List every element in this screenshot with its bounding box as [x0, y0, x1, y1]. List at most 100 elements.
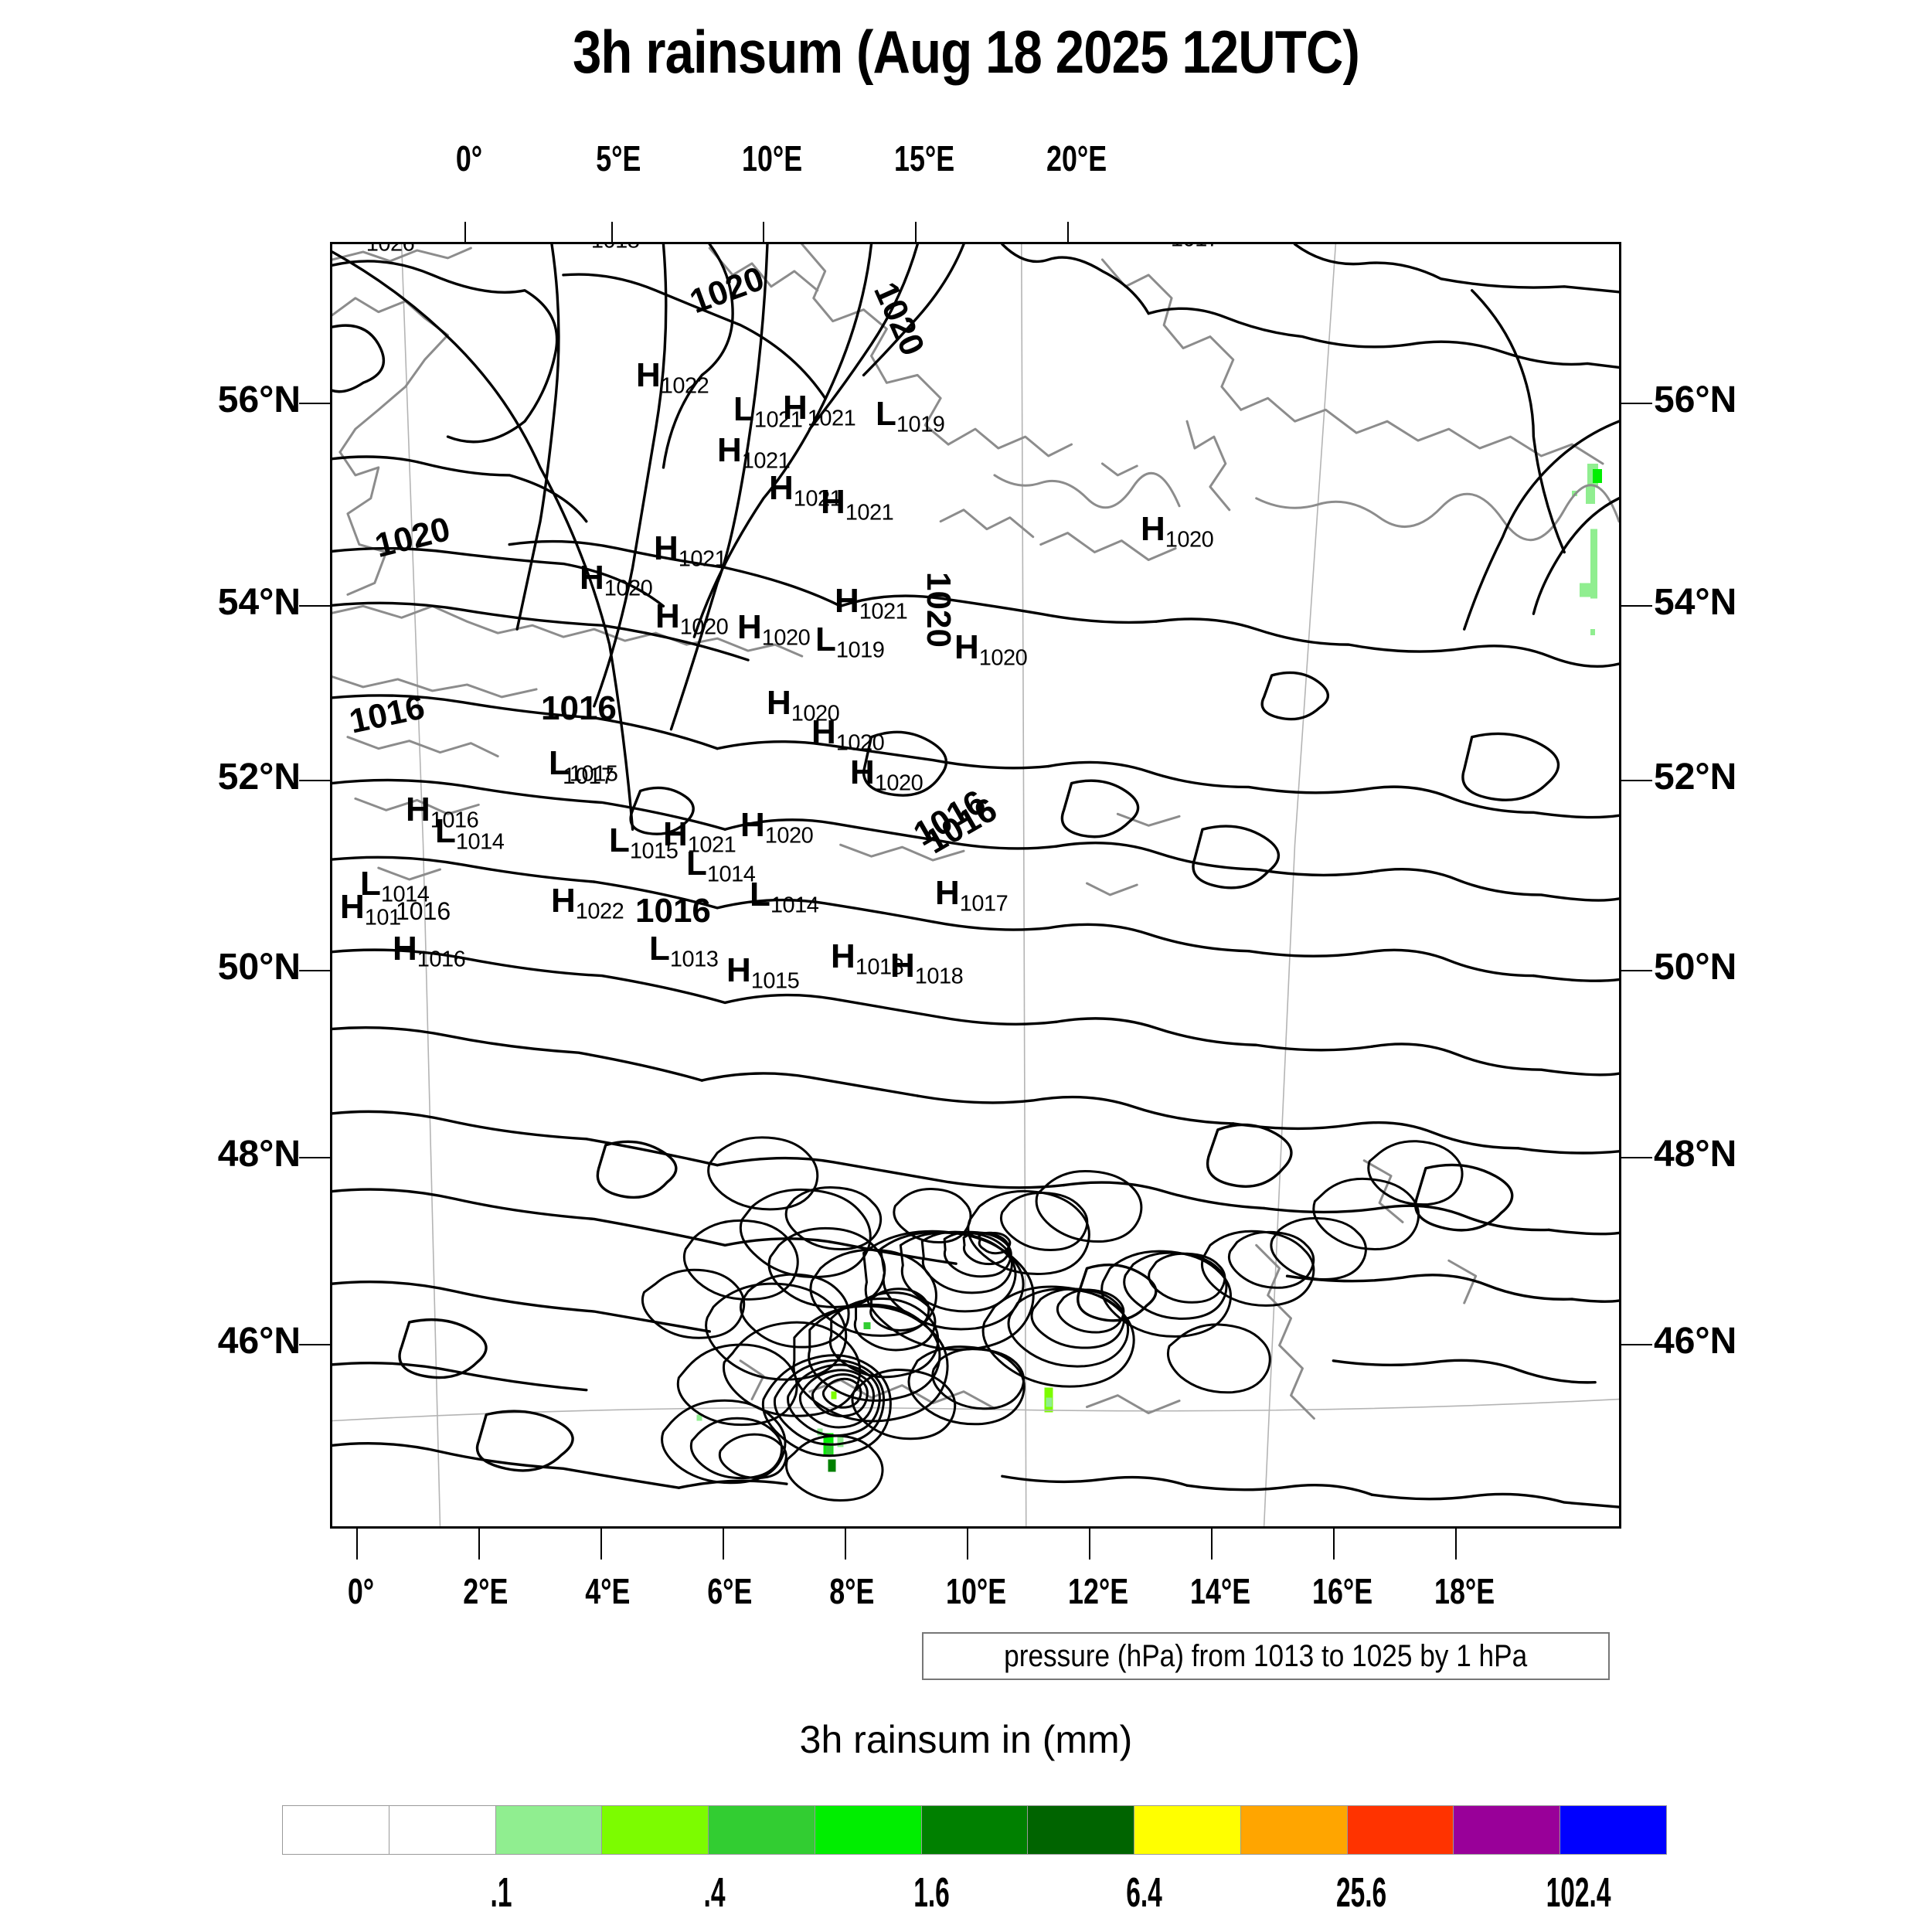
colorbar-cell — [1028, 1806, 1135, 1854]
pressure-marker-H: H1017 — [935, 874, 1009, 917]
lat-tick-label-left: 52°N — [217, 757, 301, 798]
tick-mark — [845, 1529, 846, 1560]
pressure-marker-H: H1020 — [954, 628, 1028, 671]
pressure-marker-L: L1014 — [435, 812, 505, 855]
tick-mark — [600, 1529, 602, 1560]
lon-tick-label-bottom: 6°E — [707, 1571, 753, 1611]
colorbar-cell — [1454, 1806, 1561, 1854]
lat-tick-label-right: 54°N — [1654, 582, 1737, 623]
tick-mark — [723, 1529, 724, 1560]
pressure-marker-H: H1020 — [580, 559, 653, 601]
tick-mark — [1211, 1529, 1213, 1560]
lat-tick-label-right: 46°N — [1654, 1321, 1737, 1362]
lon-tick-label-top: 10°E — [741, 138, 803, 179]
tick-mark — [915, 222, 917, 242]
colorbar-tick-label: 102.4 — [1546, 1869, 1611, 1916]
pressure-marker-H: H1021 — [663, 815, 736, 858]
lon-tick-label-bottom: 10°E — [945, 1571, 1007, 1611]
tick-mark — [478, 1529, 480, 1560]
tick-mark — [299, 780, 330, 781]
lon-tick-label-bottom: 16°E — [1311, 1571, 1373, 1611]
colorbar-title: 3h rainsum in (mm) — [799, 1718, 1133, 1761]
colorbar-tick-label: 6.4 — [1126, 1869, 1163, 1916]
isobars — [332, 244, 1619, 1509]
pressure-marker-H: H1016 — [393, 930, 466, 972]
pressure-marker-L: L1017 — [1150, 244, 1219, 251]
pressure-marker-H: H1026 — [342, 242, 415, 257]
tick-mark — [1621, 1344, 1652, 1345]
pressure-marker-L: L1019 — [815, 621, 885, 663]
pressure-marker-H: H1020 — [737, 608, 811, 651]
lon-tick-label-bottom: 2°E — [463, 1571, 509, 1611]
pressure-marker-H: H1021 — [769, 469, 842, 512]
tick-mark — [299, 970, 330, 971]
contour-label: 1016 — [635, 892, 711, 930]
lon-tick-label-bottom: 12°E — [1067, 1571, 1129, 1611]
lon-tick-label-bottom: 18°E — [1434, 1571, 1495, 1611]
lon-tick-label-bottom: 0° — [347, 1571, 374, 1611]
lat-tick-label-left: 50°N — [217, 947, 301, 988]
pressure-marker-H: H1020 — [850, 753, 923, 796]
colorbar-cell — [815, 1806, 922, 1854]
pressure-marker-H: H1020 — [811, 713, 885, 756]
tick-mark — [1621, 605, 1652, 607]
lon-tick-label-bottom: 8°E — [829, 1571, 875, 1611]
pressure-marker-L: L1018 — [570, 244, 640, 253]
colorbar-cell — [495, 1806, 603, 1854]
pressure-legend-box: pressure (hPa) from 1013 to 1025 by 1 hP… — [922, 1632, 1610, 1680]
colorbar-tick-label: 1.6 — [913, 1869, 950, 1916]
lon-tick-label-top: 20°E — [1046, 138, 1107, 179]
lat-tick-label-right: 50°N — [1654, 947, 1737, 988]
tick-mark — [299, 403, 330, 404]
pressure-marker-L: L1021 — [733, 390, 803, 433]
lat-tick-label-right: 56°N — [1654, 379, 1737, 420]
pressure-marker-H: H1020 — [767, 684, 840, 726]
map-plot-area: H1026 L1018 L1017 1020 1024 1020 H1022 L… — [330, 242, 1621, 1529]
pressure-marker-H: H1021 — [783, 389, 856, 431]
tick-mark — [1621, 403, 1652, 404]
tick-mark — [611, 222, 613, 242]
colorbar-cell — [1560, 1806, 1666, 1854]
colorbar-tick-label: 25.6 — [1336, 1869, 1387, 1916]
pressure-marker-H: H1016 — [406, 791, 479, 833]
tick-mark — [1089, 1529, 1090, 1560]
colorbar-tick-label: .4 — [703, 1869, 726, 1916]
pressure-marker-L: L1014 — [750, 876, 819, 918]
tick-mark — [1067, 222, 1069, 242]
colorbar-cell — [283, 1806, 389, 1854]
colorbar-cell — [602, 1806, 709, 1854]
tick-mark — [356, 1529, 358, 1560]
tick-mark — [1621, 780, 1652, 781]
lat-tick-label-right: 48°N — [1654, 1134, 1737, 1175]
lat-tick-label-left: 46°N — [217, 1321, 301, 1362]
pressure-marker-L: L1015 — [609, 821, 679, 864]
lon-tick-label-top: 0° — [455, 138, 482, 179]
lat-tick-label-left: 48°N — [217, 1134, 301, 1175]
lon-tick-label-bottom: 14°E — [1189, 1571, 1251, 1611]
page-title: 3h rainsum (Aug 18 2025 12UTC) — [572, 18, 1360, 86]
pressure-marker-L: L1019 — [876, 395, 945, 437]
pressure-marker-H: H1022 — [636, 356, 709, 399]
contour-label: 1020 — [919, 572, 957, 648]
colorbar — [282, 1805, 1667, 1855]
tick-mark — [299, 1344, 330, 1345]
pressure-marker-H: H1021 — [835, 582, 908, 624]
lat-tick-label-left: 56°N — [217, 379, 301, 420]
pressure-marker-H: H1021 — [654, 529, 727, 572]
tick-mark — [763, 222, 764, 242]
lon-tick-label-top: 5°E — [596, 138, 641, 179]
pressure-marker-L: L1013 — [649, 930, 719, 972]
contour-label: 1017 — [563, 764, 614, 789]
colorbar-cell — [1134, 1806, 1241, 1854]
colorbar-cell — [709, 1806, 815, 1854]
pressure-marker-H: H1015 — [726, 951, 800, 994]
colorbar-cell — [1347, 1806, 1454, 1854]
tick-mark — [299, 1157, 330, 1158]
pressure-marker-H: H1018 — [890, 947, 964, 989]
pressure-marker-L: L1014 — [360, 865, 430, 907]
contour-label: 1016 — [541, 689, 617, 727]
pressure-marker-L: L1015 — [549, 744, 618, 787]
map-contour-canvas — [332, 244, 1619, 1526]
coastlines — [332, 244, 1619, 1420]
